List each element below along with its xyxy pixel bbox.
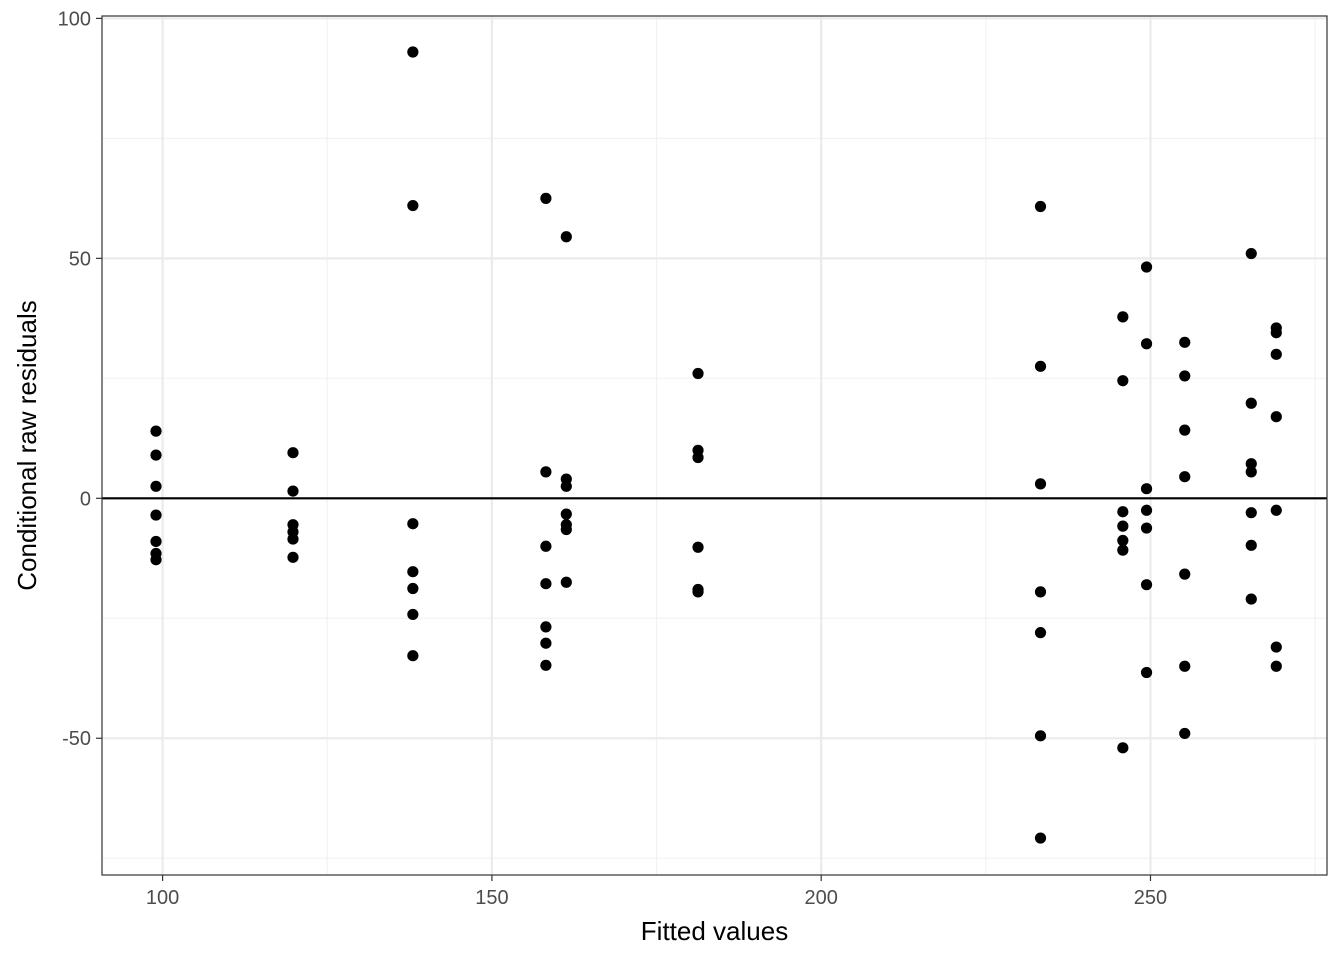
data-point [407,518,419,530]
data-point [540,192,552,204]
data-point [1245,539,1257,551]
data-point [1140,579,1153,591]
data-point [1140,666,1153,679]
data-point [1117,311,1129,323]
data-point [1245,247,1257,260]
data-point [407,199,419,212]
data-point [407,566,419,578]
data-point [560,480,572,492]
data-point [1117,544,1129,556]
data-point [1179,370,1191,382]
data-point [1140,483,1153,495]
data-point [540,659,552,671]
data-point [1270,411,1282,423]
data-point [1140,522,1153,534]
data-point [1179,424,1191,436]
data-point [150,554,162,566]
data-point [1034,627,1047,639]
data-point [1245,593,1257,605]
y-axis-ticks: -50 0 50 100 [58,8,102,750]
data-point [1179,568,1191,580]
data-point [150,425,162,437]
data-point [287,533,299,545]
data-point [540,621,552,633]
data-point [692,586,704,598]
data-point [1270,327,1282,339]
data-point [540,637,552,649]
y-tick-label: 50 [69,248,91,270]
minor-gridlines [102,16,1327,875]
data-point [1140,338,1153,350]
x-axis-ticks: 100 150 200 250 [146,875,1167,909]
y-tick-label: 0 [80,488,91,510]
data-point [407,46,419,58]
panel-background [102,16,1327,875]
data-point [407,582,419,595]
data-point [692,451,704,464]
data-point [150,449,162,461]
data-points [150,46,1282,844]
data-point [1117,506,1129,518]
data-point [1117,520,1129,532]
data-point [560,508,572,520]
data-point [1140,504,1153,516]
data-point [1245,397,1257,409]
data-point [1245,466,1257,478]
data-point [1117,375,1129,387]
data-point [1117,534,1129,547]
data-point [407,608,419,621]
data-point [1179,471,1191,483]
data-point [1179,727,1191,740]
data-point [692,541,704,553]
data-point [150,509,162,521]
data-point [1179,660,1191,672]
y-tick-label: -50 [62,728,91,750]
data-point [1034,832,1047,844]
data-point [1270,641,1282,653]
data-point [560,231,572,243]
data-point [1034,730,1047,742]
data-point [407,650,419,662]
data-point [692,367,704,380]
data-point [150,480,162,492]
data-point [1034,200,1047,213]
data-point [1034,586,1047,598]
data-point [1245,507,1257,519]
data-point [1034,478,1047,490]
data-point [1270,348,1282,360]
data-point [287,485,299,497]
x-axis-title: Fitted values [641,916,788,946]
data-point [1117,742,1129,754]
data-point [1140,261,1153,273]
data-point [540,578,552,590]
x-tick-label: 250 [1134,887,1167,909]
data-point [287,447,299,459]
panel-border [101,15,1328,876]
x-tick-label: 100 [146,887,179,909]
data-point [1270,504,1282,516]
data-point [560,523,572,536]
data-point [1034,360,1047,372]
y-tick-label: 100 [58,8,91,30]
data-point [1245,458,1257,470]
x-tick-label: 200 [805,887,838,909]
y-axis-title: Conditional raw residuals [12,300,42,590]
data-point [540,540,552,552]
data-point [150,535,162,548]
data-point [1270,660,1282,672]
x-tick-label: 150 [475,887,508,909]
data-point [560,576,572,588]
data-point [287,551,299,563]
data-point [1179,336,1191,348]
data-point [540,466,552,478]
